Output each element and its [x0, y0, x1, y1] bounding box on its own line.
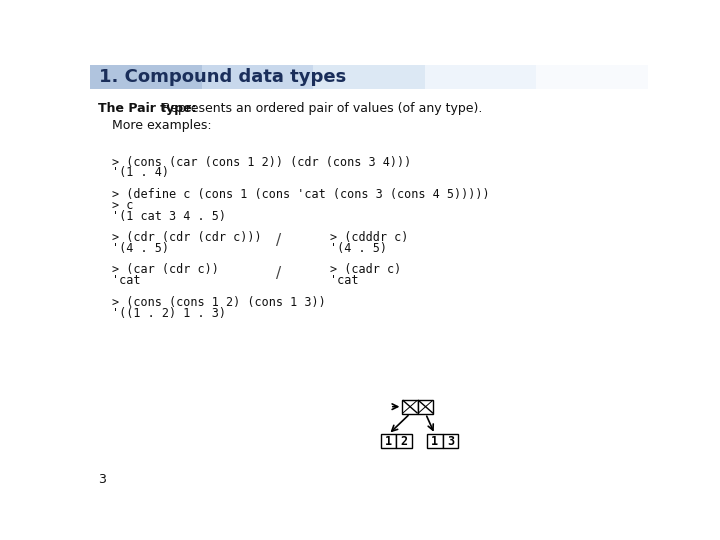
Bar [90, 65, 202, 90]
Text: Represents an ordered pair of values (of any type).: Represents an ordered pair of values (of… [158, 102, 482, 115]
Text: > (cdr (cdr (cdr c))): > (cdr (cdr (cdr c))) [112, 231, 261, 244]
Text: More examples:: More examples: [112, 119, 212, 132]
Text: 2: 2 [400, 435, 408, 448]
Bar [402, 400, 418, 414]
Text: > c: > c [112, 199, 133, 212]
Text: 1: 1 [431, 435, 438, 448]
Text: > (cons (car (cons 1 2)) (cdr (cons 3 4))): > (cons (car (cons 1 2)) (cdr (cons 3 4)… [112, 156, 411, 168]
Text: 'cat: 'cat [330, 274, 359, 287]
Text: '(4 . 5): '(4 . 5) [112, 242, 168, 255]
Text: 3: 3 [447, 435, 454, 448]
Bar [202, 65, 313, 90]
Text: > (cons (cons 1 2) (cons 1 3)): > (cons (cons 1 2) (cons 1 3)) [112, 296, 325, 309]
Text: 1. Compound data types: 1. Compound data types [99, 68, 346, 86]
Text: '(1 . 4): '(1 . 4) [112, 166, 168, 179]
Bar [418, 400, 433, 414]
Text: > (define c (cons 1 (cons 'cat (cons 3 (cons 4 5))))): > (define c (cons 1 (cons 'cat (cons 3 (… [112, 188, 490, 201]
Text: 'cat: 'cat [112, 274, 140, 287]
Text: '(4 . 5): '(4 . 5) [330, 242, 387, 255]
Text: /: / [276, 233, 281, 248]
Bar [313, 65, 425, 90]
Bar [443, 434, 458, 448]
Text: The Pair type:: The Pair type: [98, 102, 197, 115]
Text: '((1 . 2) 1 . 3): '((1 . 2) 1 . 3) [112, 307, 225, 320]
Bar [427, 434, 443, 448]
Bar [381, 434, 396, 448]
Bar [425, 65, 536, 90]
Text: 3: 3 [98, 473, 106, 486]
Text: > (cadr c): > (cadr c) [330, 264, 402, 276]
Text: '(1 cat 3 4 . 5): '(1 cat 3 4 . 5) [112, 210, 225, 222]
Text: /: / [276, 266, 281, 281]
Bar [536, 65, 648, 90]
Text: 1: 1 [384, 435, 392, 448]
Text: > (cdddr c): > (cdddr c) [330, 231, 409, 244]
Bar [396, 434, 412, 448]
Text: > (car (cdr c)): > (car (cdr c)) [112, 264, 219, 276]
